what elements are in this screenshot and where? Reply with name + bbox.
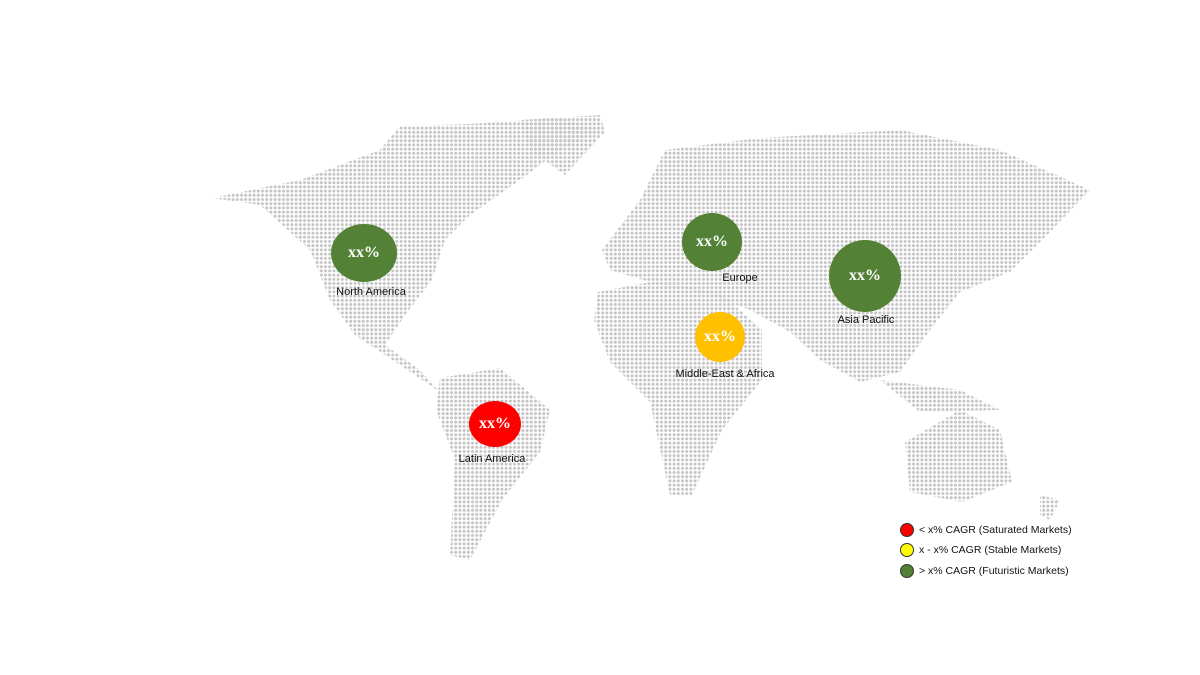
latin-america-label: Latin America: [458, 453, 526, 465]
north-america-landmass: [212, 118, 600, 392]
middle-east-africa-bubble: xx%: [695, 312, 745, 362]
new-zealand-landmass: [1040, 495, 1060, 520]
legend-label: < x% CAGR (Saturated Markets): [919, 524, 1072, 536]
yellow-dot-icon: [900, 543, 914, 557]
africa-landmass: [594, 282, 762, 495]
legend-item-saturated: < x% CAGR (Saturated Markets): [900, 523, 1072, 537]
australia-landmass: [905, 410, 1012, 502]
north-america-bubble: xx%: [331, 224, 397, 282]
southeast-asia-islands: [880, 380, 1000, 412]
greenland-landmass: [520, 115, 605, 175]
bubble-value: xx%: [348, 244, 380, 261]
bubble-value: xx%: [704, 328, 736, 345]
latin-america-bubble: xx%: [469, 401, 521, 447]
europe-label: Europe: [722, 272, 758, 284]
red-dot-icon: [900, 523, 914, 537]
legend-item-stable: x - x% CAGR (Stable Markets): [900, 543, 1061, 557]
asia-pacific-bubble: xx%: [829, 240, 901, 312]
middle-east-africa-label: Middle-East & Africa: [675, 368, 775, 380]
europe-bubble: xx%: [682, 213, 742, 271]
south-america-landmass: [436, 368, 550, 560]
bubble-value: xx%: [479, 415, 511, 432]
legend-item-futuristic: > x% CAGR (Futuristic Markets): [900, 564, 1069, 578]
bubble-value: xx%: [696, 233, 728, 250]
legend-label: x - x% CAGR (Stable Markets): [919, 544, 1062, 556]
north-america-label: North America: [336, 286, 406, 298]
asia-pacific-label: Asia Pacific: [837, 314, 895, 326]
green-dot-icon: [900, 564, 914, 578]
bubble-value: xx%: [849, 267, 881, 284]
legend-label: > x% CAGR (Futuristic Markets): [919, 565, 1069, 577]
